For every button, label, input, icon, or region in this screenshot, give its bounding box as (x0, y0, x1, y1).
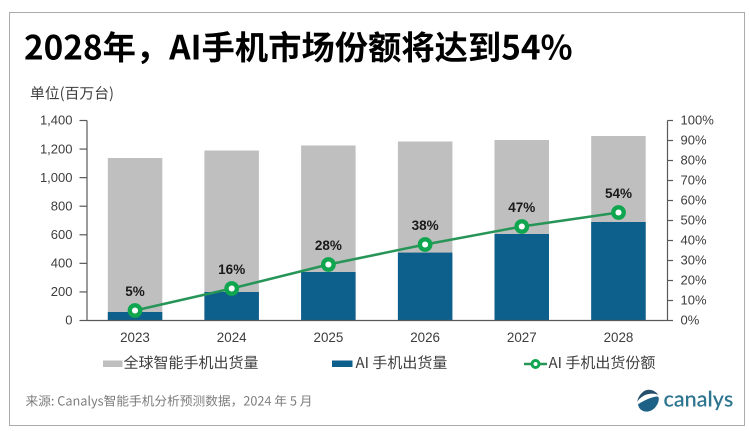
svg-text:2025: 2025 (314, 330, 344, 345)
svg-text:30%: 30% (681, 253, 707, 268)
svg-text:28%: 28% (315, 238, 342, 253)
svg-text:54%: 54% (605, 186, 632, 201)
svg-text:1,000: 1,000 (40, 170, 73, 185)
svg-text:2024: 2024 (217, 330, 247, 345)
svg-text:1,400: 1,400 (40, 113, 73, 128)
svg-text:20%: 20% (681, 273, 707, 288)
svg-text:0: 0 (65, 313, 72, 328)
svg-text:400: 400 (51, 256, 73, 271)
svg-text:90%: 90% (681, 133, 707, 148)
svg-text:200: 200 (51, 284, 73, 299)
svg-text:47%: 47% (508, 200, 535, 215)
svg-text:800: 800 (51, 198, 73, 213)
svg-text:5%: 5% (125, 284, 145, 299)
svg-text:1,200: 1,200 (40, 141, 73, 156)
svg-text:2027: 2027 (507, 330, 537, 345)
svg-text:50%: 50% (681, 213, 707, 228)
svg-text:80%: 80% (681, 153, 707, 168)
svg-text:0%: 0% (681, 313, 700, 328)
svg-text:40%: 40% (681, 233, 707, 248)
svg-text:2023: 2023 (120, 330, 150, 345)
svg-text:2028: 2028 (604, 330, 634, 345)
svg-text:10%: 10% (681, 293, 707, 308)
svg-text:70%: 70% (681, 173, 707, 188)
svg-text:2026: 2026 (410, 330, 440, 345)
svg-text:100%: 100% (681, 113, 715, 128)
svg-text:60%: 60% (681, 193, 707, 208)
svg-text:16%: 16% (218, 262, 245, 277)
svg-text:38%: 38% (412, 218, 439, 233)
svg-text:600: 600 (51, 227, 73, 242)
